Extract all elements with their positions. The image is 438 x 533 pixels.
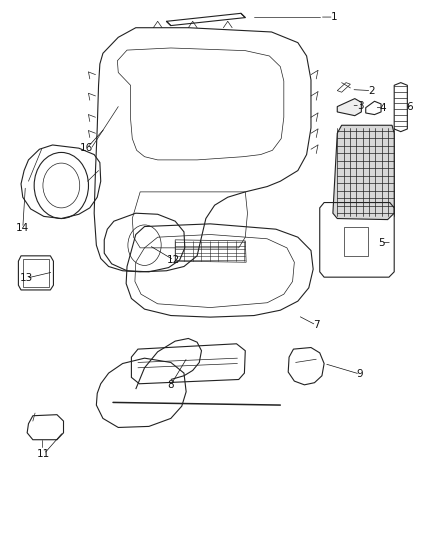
Text: 5: 5 (378, 238, 385, 247)
Text: 3: 3 (357, 101, 364, 110)
Text: 13: 13 (20, 273, 33, 283)
Text: 1: 1 (330, 12, 337, 22)
Polygon shape (337, 99, 361, 116)
Text: 9: 9 (357, 369, 364, 379)
Text: 2: 2 (368, 86, 375, 95)
Text: 16: 16 (80, 143, 93, 153)
Text: 8: 8 (167, 380, 174, 390)
Text: 6: 6 (406, 102, 413, 111)
Text: 12: 12 (167, 255, 180, 265)
Text: 11: 11 (37, 449, 50, 459)
Polygon shape (333, 125, 394, 220)
Text: 14: 14 (16, 223, 29, 233)
Text: 7: 7 (313, 320, 320, 330)
Text: 4: 4 (380, 103, 387, 112)
